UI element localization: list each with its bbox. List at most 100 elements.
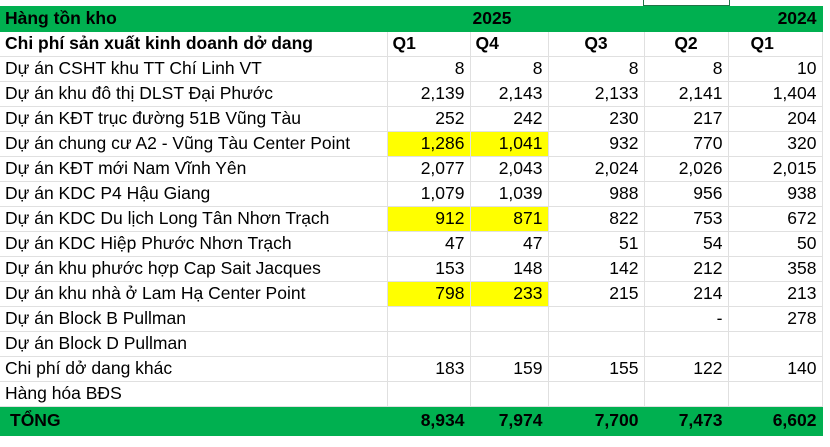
value-cell[interactable] bbox=[387, 381, 471, 407]
value-cell[interactable]: 753 bbox=[644, 206, 729, 232]
value-cell[interactable]: 155 bbox=[548, 356, 645, 382]
value-cell[interactable]: 2,077 bbox=[387, 156, 471, 182]
total-value[interactable]: 8,934 bbox=[387, 406, 471, 436]
value-cell[interactable] bbox=[387, 306, 471, 332]
header-title[interactable]: Hàng tồn kho bbox=[0, 6, 388, 32]
cell[interactable] bbox=[644, 6, 729, 32]
year-2025[interactable]: 2025 bbox=[470, 6, 549, 32]
total-value[interactable]: 7,974 bbox=[470, 406, 549, 436]
row-label[interactable]: Dự án chung cư A2 - Vũng Tàu Center Poin… bbox=[0, 131, 388, 157]
value-cell[interactable]: 183 bbox=[387, 356, 471, 382]
value-cell[interactable]: 358 bbox=[728, 256, 823, 282]
value-cell[interactable]: 214 bbox=[644, 281, 729, 307]
total-value[interactable]: 7,700 bbox=[548, 406, 645, 436]
quarter-header[interactable]: Q4 bbox=[470, 31, 549, 57]
value-cell[interactable] bbox=[548, 306, 645, 332]
row-label[interactable]: Dự án CSHT khu TT Chí Linh VT bbox=[0, 56, 388, 82]
total-value[interactable]: 6,602 bbox=[728, 406, 823, 436]
value-cell[interactable] bbox=[644, 381, 729, 407]
value-cell[interactable]: 51 bbox=[548, 231, 645, 257]
value-cell[interactable]: 47 bbox=[387, 231, 471, 257]
value-cell[interactable]: 204 bbox=[728, 106, 823, 132]
value-cell[interactable]: 2,143 bbox=[470, 81, 549, 107]
subheader-label[interactable]: Chi phí sản xuất kinh doanh dở dang bbox=[0, 31, 388, 57]
value-cell[interactable]: 2,024 bbox=[548, 156, 645, 182]
row-label[interactable]: Dự án KĐT mới Nam Vĩnh Yên bbox=[0, 156, 388, 182]
value-cell[interactable]: 8 bbox=[548, 56, 645, 82]
value-cell[interactable]: 822 bbox=[548, 206, 645, 232]
value-cell[interactable]: 122 bbox=[644, 356, 729, 382]
value-cell[interactable]: 233 bbox=[470, 281, 549, 307]
value-cell[interactable]: 912 bbox=[387, 206, 471, 232]
value-cell[interactable] bbox=[470, 306, 549, 332]
value-cell[interactable]: 217 bbox=[644, 106, 729, 132]
selected-cell[interactable] bbox=[643, 0, 730, 6]
value-cell[interactable]: 159 bbox=[470, 356, 549, 382]
value-cell[interactable]: 47 bbox=[470, 231, 549, 257]
value-cell[interactable]: 770 bbox=[644, 131, 729, 157]
value-cell[interactable]: 148 bbox=[470, 256, 549, 282]
value-cell[interactable]: 252 bbox=[387, 106, 471, 132]
value-cell[interactable]: - bbox=[644, 306, 729, 332]
value-cell[interactable]: 278 bbox=[728, 306, 823, 332]
value-cell[interactable]: 932 bbox=[548, 131, 645, 157]
value-cell[interactable]: 8 bbox=[644, 56, 729, 82]
value-cell[interactable]: 212 bbox=[644, 256, 729, 282]
value-cell[interactable]: 8 bbox=[470, 56, 549, 82]
row-label[interactable]: Dự án KDC Du lịch Long Tân Nhơn Trạch bbox=[0, 206, 388, 232]
value-cell[interactable]: 54 bbox=[644, 231, 729, 257]
row-label[interactable]: Dự án KĐT trục đường 51B Vũng Tàu bbox=[0, 106, 388, 132]
value-cell[interactable]: 2,026 bbox=[644, 156, 729, 182]
row-label[interactable]: Dự án khu đô thị DLST Đại Phước bbox=[0, 81, 388, 107]
value-cell[interactable]: 798 bbox=[387, 281, 471, 307]
row-label[interactable]: Hàng hóa BĐS bbox=[0, 381, 388, 407]
value-cell[interactable]: 988 bbox=[548, 181, 645, 207]
value-cell[interactable]: 140 bbox=[728, 356, 823, 382]
value-cell[interactable]: 2,015 bbox=[728, 156, 823, 182]
row-label[interactable]: Chi phí dở dang khác bbox=[0, 356, 388, 382]
row-label[interactable]: Dự án khu nhà ở Lam Hạ Center Point bbox=[0, 281, 388, 307]
value-cell[interactable]: 1,041 bbox=[470, 131, 549, 157]
value-cell[interactable] bbox=[470, 331, 549, 357]
value-cell[interactable]: 2,139 bbox=[387, 81, 471, 107]
year-2024[interactable]: 2024 bbox=[728, 6, 823, 32]
value-cell[interactable] bbox=[728, 381, 823, 407]
quarter-header[interactable]: Q1 bbox=[728, 31, 823, 57]
value-cell[interactable] bbox=[470, 381, 549, 407]
value-cell[interactable]: 142 bbox=[548, 256, 645, 282]
total-label[interactable]: TỔNG bbox=[0, 406, 388, 436]
value-cell[interactable]: 320 bbox=[728, 131, 823, 157]
value-cell[interactable]: 2,043 bbox=[470, 156, 549, 182]
row-label[interactable]: Dự án Block B Pullman bbox=[0, 306, 388, 332]
quarter-header[interactable]: Q2 bbox=[644, 31, 729, 57]
value-cell[interactable]: 1,079 bbox=[387, 181, 471, 207]
row-label[interactable]: Dự án Block D Pullman bbox=[0, 331, 388, 357]
value-cell[interactable]: 215 bbox=[548, 281, 645, 307]
value-cell[interactable]: 2,133 bbox=[548, 81, 645, 107]
value-cell[interactable]: 938 bbox=[728, 181, 823, 207]
quarter-header[interactable]: Q3 bbox=[548, 31, 645, 57]
value-cell[interactable]: 153 bbox=[387, 256, 471, 282]
row-label[interactable]: Dự án KDC P4 Hậu Giang bbox=[0, 181, 388, 207]
value-cell[interactable] bbox=[548, 331, 645, 357]
value-cell[interactable]: 10 bbox=[728, 56, 823, 82]
row-label[interactable]: Dự án KDC Hiệp Phước Nhơn Trạch bbox=[0, 231, 388, 257]
cell[interactable] bbox=[387, 6, 471, 32]
value-cell[interactable] bbox=[728, 331, 823, 357]
value-cell[interactable] bbox=[548, 381, 645, 407]
value-cell[interactable]: 871 bbox=[470, 206, 549, 232]
value-cell[interactable]: 1,404 bbox=[728, 81, 823, 107]
total-value[interactable]: 7,473 bbox=[644, 406, 729, 436]
value-cell[interactable]: 8 bbox=[387, 56, 471, 82]
value-cell[interactable]: 213 bbox=[728, 281, 823, 307]
value-cell[interactable]: 1,286 bbox=[387, 131, 471, 157]
value-cell[interactable] bbox=[387, 331, 471, 357]
value-cell[interactable] bbox=[644, 331, 729, 357]
value-cell[interactable]: 2,141 bbox=[644, 81, 729, 107]
value-cell[interactable]: 672 bbox=[728, 206, 823, 232]
value-cell[interactable]: 50 bbox=[728, 231, 823, 257]
value-cell[interactable]: 230 bbox=[548, 106, 645, 132]
quarter-header[interactable]: Q1 bbox=[387, 31, 471, 57]
row-label[interactable]: Dự án khu phước hợp Cap Sait Jacques bbox=[0, 256, 388, 282]
value-cell[interactable]: 242 bbox=[470, 106, 549, 132]
